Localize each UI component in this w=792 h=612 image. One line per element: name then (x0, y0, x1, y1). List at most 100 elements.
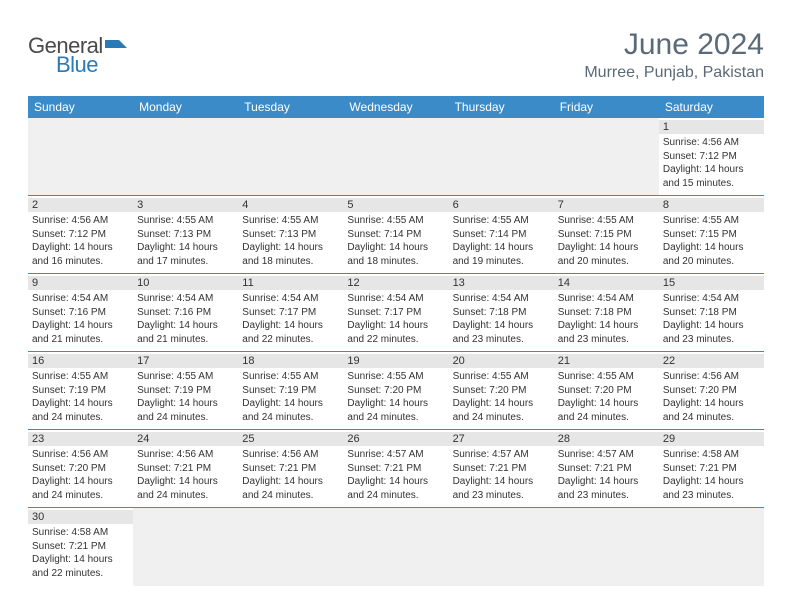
calendar-cell (554, 118, 659, 196)
sunrise-line: Sunrise: 4:55 AM (137, 214, 234, 228)
sunset-line: Sunset: 7:14 PM (347, 228, 444, 242)
calendar-cell: 29Sunrise: 4:58 AMSunset: 7:21 PMDayligh… (659, 430, 764, 508)
calendar-cell: 16Sunrise: 4:55 AMSunset: 7:19 PMDayligh… (28, 352, 133, 430)
sunrise-line: Sunrise: 4:56 AM (242, 448, 339, 462)
sunset-line: Sunset: 7:19 PM (137, 384, 234, 398)
day-info: Sunrise: 4:55 AMSunset: 7:14 PMDaylight:… (453, 214, 550, 268)
empty-day (133, 508, 238, 586)
daylight-line: Daylight: 14 hours and 21 minutes. (137, 319, 234, 346)
day-info: Sunrise: 4:57 AMSunset: 7:21 PMDaylight:… (558, 448, 655, 502)
day-number: 13 (449, 276, 554, 290)
sunrise-line: Sunrise: 4:56 AM (137, 448, 234, 462)
day-cell: 25Sunrise: 4:56 AMSunset: 7:21 PMDayligh… (238, 430, 343, 508)
sunrise-line: Sunrise: 4:57 AM (558, 448, 655, 462)
daylight-line: Daylight: 14 hours and 23 minutes. (663, 319, 760, 346)
day-number: 24 (133, 432, 238, 446)
day-cell: 4 Sunrise: 4:55 AMSunset: 7:13 PMDaylight… (238, 196, 343, 274)
sunset-line: Sunset: 7:21 PM (453, 462, 550, 476)
sunrise-line: Sunrise: 4:55 AM (663, 214, 760, 228)
day-number: 11 (238, 276, 343, 290)
calendar-cell: 7Sunrise: 4:55 AMSunset: 7:15 PMDaylight… (554, 196, 659, 274)
day-cell: 10Sunrise: 4:54 AMSunset: 7:16 PMDayligh… (133, 274, 238, 352)
day-cell: 27 Sunrise: 4:57 AMSunset: 7:21 PMDayligh… (449, 430, 554, 508)
daylight-line: Daylight: 14 hours and 22 minutes. (242, 319, 339, 346)
sunset-line: Sunset: 7:12 PM (663, 150, 760, 164)
sunrise-line: Sunrise: 4:54 AM (453, 292, 550, 306)
calendar-cell: 2Sunrise: 4:56 AMSunset: 7:12 PMDaylight… (28, 196, 133, 274)
sunset-line: Sunset: 7:21 PM (663, 462, 760, 476)
daylight-line: Daylight: 14 hours and 23 minutes. (453, 319, 550, 346)
sunset-line: Sunset: 7:18 PM (663, 306, 760, 320)
daylight-line: Daylight: 14 hours and 24 minutes. (347, 475, 444, 502)
weekday-header: Thursday (449, 96, 554, 118)
day-info: Sunrise: 4:55 AMSunset: 7:19 PMDaylight:… (32, 370, 129, 424)
sunrise-line: Sunrise: 4:55 AM (32, 370, 129, 384)
day-info: Sunrise: 4:55 AMSunset: 7:20 PMDaylight:… (558, 370, 655, 424)
daylight-line: Daylight: 14 hours and 16 minutes. (32, 241, 129, 268)
empty-day (659, 508, 764, 586)
calendar-cell: 8Sunrise: 4:55 AMSunset: 7:15 PMDaylight… (659, 196, 764, 274)
sunset-line: Sunset: 7:13 PM (137, 228, 234, 242)
daylight-line: Daylight: 14 hours and 18 minutes. (242, 241, 339, 268)
empty-day (554, 508, 659, 586)
day-number: 9 (28, 276, 133, 290)
day-info: Sunrise: 4:54 AMSunset: 7:16 PMDaylight:… (32, 292, 129, 346)
sunset-line: Sunset: 7:21 PM (347, 462, 444, 476)
sunset-line: Sunset: 7:21 PM (137, 462, 234, 476)
day-info: Sunrise: 4:54 AMSunset: 7:18 PMDaylight:… (558, 292, 655, 346)
daylight-line: Daylight: 14 hours and 20 minutes. (663, 241, 760, 268)
weekday-header: Saturday (659, 96, 764, 118)
calendar-cell (238, 118, 343, 196)
empty-day (28, 118, 133, 196)
calendar-cell: 21Sunrise: 4:55 AMSunset: 7:20 PMDayligh… (554, 352, 659, 430)
day-number: 4 (238, 198, 343, 212)
day-info: Sunrise: 4:55 AMSunset: 7:13 PMDaylight:… (137, 214, 234, 268)
calendar-cell: 30Sunrise: 4:58 AMSunset: 7:21 PMDayligh… (28, 508, 133, 586)
daylight-line: Daylight: 14 hours and 24 minutes. (242, 475, 339, 502)
day-info: Sunrise: 4:56 AMSunset: 7:12 PMDaylight:… (663, 136, 760, 190)
weekday-header: Monday (133, 96, 238, 118)
day-cell: 15Sunrise: 4:54 AMSunset: 7:18 PMDayligh… (659, 274, 764, 352)
calendar-cell: 4 Sunrise: 4:55 AMSunset: 7:13 PMDaylight… (238, 196, 343, 274)
day-info: Sunrise: 4:57 AMSunset: 7:21 PMDaylight:… (453, 448, 550, 502)
calendar-row: 2Sunrise: 4:56 AMSunset: 7:12 PMDaylight… (28, 196, 764, 274)
day-number: 6 (449, 198, 554, 212)
logo-text-blue: Blue (56, 55, 127, 76)
sunset-line: Sunset: 7:20 PM (453, 384, 550, 398)
day-info: Sunrise: 4:56 AMSunset: 7:21 PMDaylight:… (137, 448, 234, 502)
daylight-line: Daylight: 14 hours and 17 minutes. (137, 241, 234, 268)
sunrise-line: Sunrise: 4:55 AM (242, 214, 339, 228)
daylight-line: Daylight: 14 hours and 22 minutes. (32, 553, 129, 580)
day-cell: 3Sunrise: 4:55 AMSunset: 7:13 PMDaylight… (133, 196, 238, 274)
sunset-line: Sunset: 7:18 PM (453, 306, 550, 320)
daylight-line: Daylight: 14 hours and 24 minutes. (663, 397, 760, 424)
weekday-header: Sunday (28, 96, 133, 118)
sunrise-line: Sunrise: 4:56 AM (663, 370, 760, 384)
sunset-line: Sunset: 7:14 PM (453, 228, 550, 242)
calendar-cell (133, 508, 238, 586)
day-number: 15 (659, 276, 764, 290)
sunrise-line: Sunrise: 4:55 AM (453, 370, 550, 384)
weekday-header: Wednesday (343, 96, 448, 118)
daylight-line: Daylight: 14 hours and 23 minutes. (663, 475, 760, 502)
daylight-line: Daylight: 14 hours and 24 minutes. (137, 397, 234, 424)
sunset-line: Sunset: 7:17 PM (347, 306, 444, 320)
sunrise-line: Sunrise: 4:58 AM (663, 448, 760, 462)
sunset-line: Sunset: 7:13 PM (242, 228, 339, 242)
day-number: 23 (28, 432, 133, 446)
sunrise-line: Sunrise: 4:57 AM (453, 448, 550, 462)
day-number: 27 (449, 432, 554, 446)
day-info: Sunrise: 4:58 AMSunset: 7:21 PMDaylight:… (32, 526, 129, 580)
day-info: Sunrise: 4:55 AMSunset: 7:20 PMDaylight:… (453, 370, 550, 424)
day-info: Sunrise: 4:55 AMSunset: 7:19 PMDaylight:… (242, 370, 339, 424)
day-number: 28 (554, 432, 659, 446)
daylight-line: Daylight: 14 hours and 24 minutes. (453, 397, 550, 424)
calendar-row: 9 Sunrise: 4:54 AMSunset: 7:16 PMDaylight… (28, 274, 764, 352)
day-info: Sunrise: 4:54 AMSunset: 7:17 PMDaylight:… (347, 292, 444, 346)
day-number: 19 (343, 354, 448, 368)
day-number: 12 (343, 276, 448, 290)
sunrise-line: Sunrise: 4:56 AM (663, 136, 760, 150)
day-cell: 16Sunrise: 4:55 AMSunset: 7:19 PMDayligh… (28, 352, 133, 430)
sunset-line: Sunset: 7:21 PM (558, 462, 655, 476)
day-number: 20 (449, 354, 554, 368)
